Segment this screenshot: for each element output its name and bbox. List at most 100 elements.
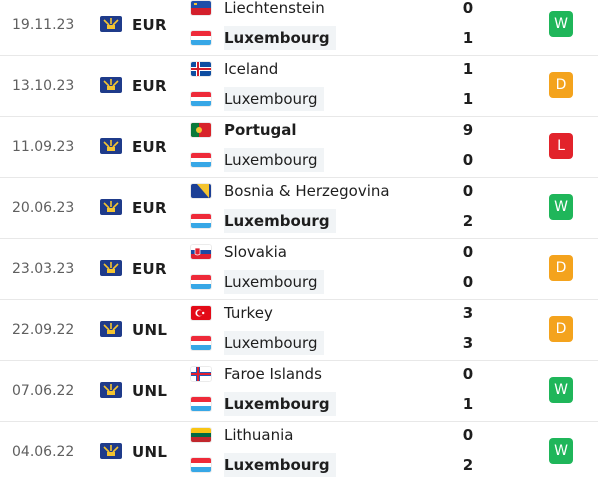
home-team-name: Liechtenstein: [224, 0, 325, 17]
away-team-name: Luxembourg: [224, 392, 336, 416]
home-team[interactable]: Portugal: [190, 118, 460, 142]
luxembourg-flag-icon: [191, 153, 211, 167]
away-score: 0: [462, 151, 474, 169]
away-team-name: Luxembourg: [224, 453, 336, 477]
result-badge: W: [549, 377, 573, 403]
match-date: 07.06.22: [12, 383, 75, 399]
competition-label: EUR: [132, 260, 167, 278]
result-badge: W: [549, 11, 573, 37]
home-team-name: Iceland: [224, 60, 279, 78]
euro-trophy-icon: [100, 443, 122, 459]
home-score: 0: [462, 365, 474, 383]
competition-label: EUR: [132, 77, 167, 95]
bosnia-flag-icon: [191, 184, 211, 198]
result-badge: L: [549, 133, 573, 159]
result-badge: D: [549, 72, 573, 98]
home-team-name: Turkey: [224, 304, 273, 322]
match-row[interactable]: 22.09.22 UNL Turkey 3 Luxembourg 3 D: [0, 301, 598, 361]
competition-label: EUR: [132, 199, 167, 217]
home-team-name: Slovakia: [224, 243, 287, 261]
match-row[interactable]: 07.06.22 UNL Faroe Islands 0 Luxembourg …: [0, 362, 598, 422]
home-score: 0: [462, 182, 474, 200]
away-score: 2: [462, 212, 474, 230]
match-date: 04.06.22: [12, 444, 75, 460]
luxembourg-flag-icon: [191, 275, 211, 289]
match-row[interactable]: 11.09.23 EUR Portugal 9 Luxembourg 0 L: [0, 118, 598, 178]
home-score: 0: [462, 243, 474, 261]
away-score: 1: [462, 29, 474, 47]
away-team[interactable]: Luxembourg: [190, 270, 460, 294]
match-date: 22.09.22: [12, 322, 75, 338]
home-score: 9: [462, 121, 474, 139]
away-score: 3: [462, 334, 474, 352]
home-score: 1: [462, 60, 474, 78]
result-badge: W: [549, 438, 573, 464]
home-team-name: Faroe Islands: [224, 365, 322, 383]
away-team[interactable]: Luxembourg: [190, 392, 460, 416]
away-team[interactable]: Luxembourg: [190, 87, 460, 111]
away-score: 1: [462, 395, 474, 413]
turkey-flag-icon: [191, 306, 211, 320]
euro-trophy-icon: [100, 382, 122, 398]
luxembourg-flag-icon: [191, 92, 211, 106]
match-row[interactable]: 19.11.23 EUR Liechtenstein 0 Luxembourg …: [0, 0, 598, 56]
competition-label: EUR: [132, 138, 167, 156]
home-team[interactable]: Lithuania: [190, 423, 460, 447]
away-team[interactable]: Luxembourg: [190, 331, 460, 355]
match-date: 11.09.23: [12, 139, 75, 155]
competition-label: UNL: [132, 382, 168, 400]
luxembourg-flag-icon: [191, 214, 211, 228]
euro-trophy-icon: [100, 199, 122, 215]
match-row[interactable]: 20.06.23 EUR Bosnia & Herzegovina 0 Luxe…: [0, 179, 598, 239]
luxembourg-flag-icon: [191, 336, 211, 350]
home-team[interactable]: Iceland: [190, 57, 460, 81]
match-date: 13.10.23: [12, 78, 75, 94]
competition-label: UNL: [132, 443, 168, 461]
home-team[interactable]: Turkey: [190, 301, 460, 325]
home-team-name: Lithuania: [224, 426, 294, 444]
home-team[interactable]: Liechtenstein: [190, 0, 460, 20]
luxembourg-flag-icon: [191, 397, 211, 411]
result-badge: D: [549, 255, 573, 281]
home-team[interactable]: Slovakia: [190, 240, 460, 264]
euro-trophy-icon: [100, 138, 122, 154]
away-score: 1: [462, 90, 474, 108]
match-row[interactable]: 23.03.23 EUR Slovakia 0 Luxembourg 0 D: [0, 240, 598, 300]
euro-trophy-icon: [100, 321, 122, 337]
away-team-name: Luxembourg: [224, 209, 336, 233]
euro-trophy-icon: [100, 260, 122, 276]
competition-label: EUR: [132, 16, 167, 34]
euro-trophy-icon: [100, 16, 122, 32]
away-score: 2: [462, 456, 474, 474]
away-team-name: Luxembourg: [224, 331, 324, 355]
match-date: 20.06.23: [12, 200, 75, 216]
away-team-name: Luxembourg: [224, 148, 324, 172]
portugal-flag-icon: [191, 123, 211, 137]
result-badge: W: [549, 194, 573, 220]
away-team[interactable]: Luxembourg: [190, 209, 460, 233]
luxembourg-flag-icon: [191, 458, 211, 472]
away-score: 0: [462, 273, 474, 291]
away-team[interactable]: Luxembourg: [190, 26, 460, 50]
match-date: 19.11.23: [12, 17, 75, 33]
liechtenstein-flag-icon: [191, 1, 211, 15]
luxembourg-flag-icon: [191, 31, 211, 45]
competition-label: UNL: [132, 321, 168, 339]
match-row[interactable]: 04.06.22 UNL Lithuania 0 Luxembourg 2 W: [0, 423, 598, 483]
result-badge: D: [549, 316, 573, 342]
home-score: 3: [462, 304, 474, 322]
faroe-flag-icon: [191, 367, 211, 381]
home-score: 0: [462, 426, 474, 444]
away-team[interactable]: Luxembourg: [190, 148, 460, 172]
home-score: 0: [462, 0, 474, 17]
home-team[interactable]: Bosnia & Herzegovina: [190, 179, 460, 203]
away-team-name: Luxembourg: [224, 26, 336, 50]
lithuania-flag-icon: [191, 428, 211, 442]
match-row[interactable]: 13.10.23 EUR Iceland 1 Luxembourg 1 D: [0, 57, 598, 117]
match-date: 23.03.23: [12, 261, 75, 277]
away-team-name: Luxembourg: [224, 87, 324, 111]
away-team[interactable]: Luxembourg: [190, 453, 460, 477]
home-team[interactable]: Faroe Islands: [190, 362, 460, 386]
home-team-name: Portugal: [224, 121, 297, 139]
